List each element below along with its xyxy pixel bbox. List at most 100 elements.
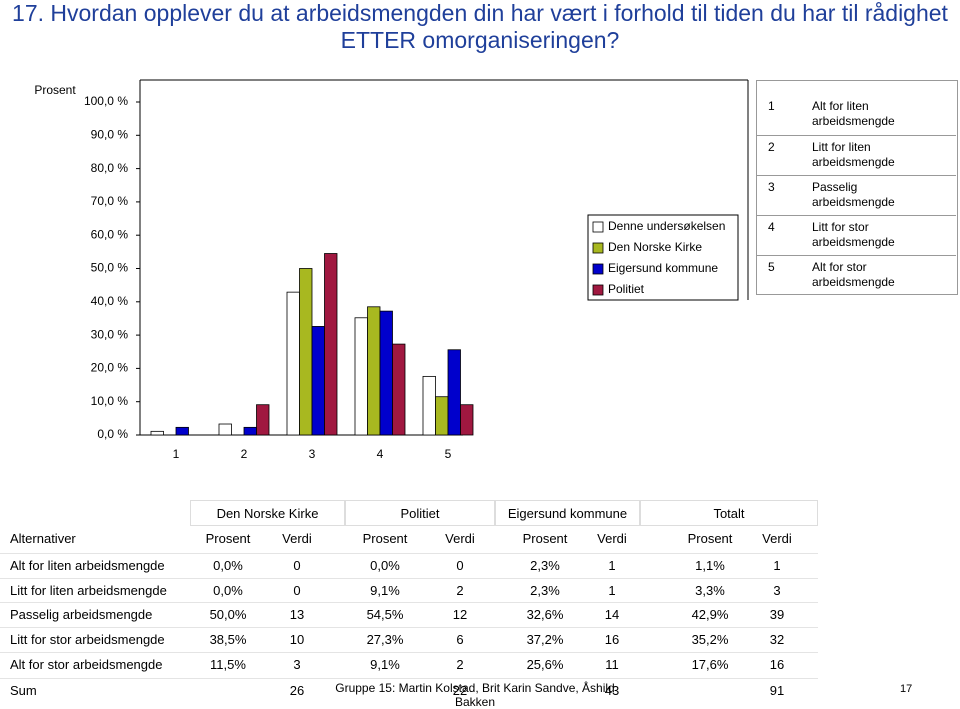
- y-tick-label: 100,0 %: [84, 94, 128, 108]
- table-cell: 50,0%: [209, 607, 247, 622]
- category-legend-frame: [756, 80, 958, 295]
- table-cell: 91: [769, 683, 785, 698]
- table-cell: 3,3%: [695, 583, 725, 598]
- bar: [367, 306, 381, 436]
- bar: [354, 317, 368, 436]
- legend-box: [587, 214, 739, 301]
- table-cell: 0,0%: [370, 558, 400, 573]
- table-cell: Litt for stor arbeidsmengde: [10, 632, 165, 647]
- table-cell: 0,0%: [213, 558, 243, 573]
- row-divider: [0, 578, 818, 579]
- table-cell: 35,2%: [691, 632, 729, 647]
- bar: [150, 430, 164, 436]
- row-divider: [0, 553, 818, 554]
- category-label: Litt for liten arbeidsmengde: [812, 140, 895, 169]
- table-cell: 2,3%: [530, 558, 560, 573]
- row-divider: [0, 602, 818, 603]
- table-cell: 39: [769, 607, 785, 622]
- x-tick-label: 2: [241, 447, 248, 461]
- bar: [311, 326, 325, 436]
- bar: [324, 253, 338, 436]
- table-cell: 6: [456, 632, 464, 647]
- table-cell: 11,5%: [210, 657, 246, 672]
- footer-credit: Gruppe 15: Martin Kolstad, Brit Karin Sa…: [335, 681, 615, 709]
- y-tick-label: 90,0 %: [91, 127, 129, 141]
- table-group-header: Politiet: [345, 500, 495, 526]
- legend-swatch: [592, 284, 604, 296]
- row-divider: [0, 627, 818, 628]
- bar: [175, 426, 189, 436]
- y-axis-title: Prosent: [34, 83, 76, 97]
- table-cell: 43: [604, 683, 620, 698]
- column-header: Alternativer: [10, 531, 76, 546]
- table-cell: 11: [605, 657, 619, 672]
- x-tick-label: 3: [309, 447, 316, 461]
- column-header: Verdi: [597, 531, 627, 546]
- category-legend-row: 4 Litt for stor arbeidsmengde: [756, 215, 956, 255]
- table-cell: 0,0%: [213, 583, 243, 598]
- legend-swatch: [592, 263, 604, 275]
- category-number: 2: [768, 140, 775, 154]
- y-tick-label: 20,0 %: [91, 361, 129, 375]
- table-cell: 0: [456, 558, 464, 573]
- table-cell: 2: [456, 657, 464, 672]
- bar: [299, 268, 313, 436]
- table-cell: Litt for liten arbeidsmengde: [10, 583, 167, 598]
- legend-label: Denne undersøkelsen: [608, 219, 725, 233]
- table-cell: 32: [769, 632, 785, 647]
- table-cell: 42,9%: [691, 607, 729, 622]
- table-cell: 14: [604, 607, 620, 622]
- category-label: Litt for stor arbeidsmengde: [812, 220, 895, 249]
- category-number: 3: [768, 180, 775, 194]
- row-divider: [0, 652, 818, 653]
- legend-label: Eigersund kommune: [608, 261, 718, 275]
- table-cell: 1: [773, 558, 781, 573]
- category-label: Alt for stor arbeidsmengde: [812, 260, 895, 289]
- table-cell: 1: [608, 558, 616, 573]
- table-cell: 9,1%: [370, 583, 400, 598]
- bar: [218, 423, 232, 436]
- bar: [422, 375, 436, 436]
- category-number: 4: [768, 220, 775, 234]
- table-cell: 16: [769, 657, 785, 672]
- slide-title: 17. Hvordan opplever du at arbeidsmengde…: [12, 0, 948, 53]
- table-cell: 1,1%: [695, 558, 725, 573]
- table-cell: 17,6%: [691, 657, 729, 672]
- category-legend-row: 2 Litt for liten arbeidsmengde: [756, 135, 956, 175]
- column-header: Prosent: [522, 531, 568, 546]
- category-legend-row: 1 Alt for liten arbeidsmengde: [756, 95, 956, 135]
- bar: [256, 404, 270, 436]
- legend-swatch: [592, 242, 604, 254]
- bar: [379, 310, 393, 436]
- category-label: Passelig arbeidsmengde: [812, 180, 895, 209]
- category-label: Alt for liten arbeidsmengde: [812, 99, 895, 128]
- table-cell: 1: [608, 583, 616, 598]
- y-tick-label: 40,0 %: [91, 294, 129, 308]
- legend-swatch: [592, 221, 604, 233]
- chart: Prosent 0,0 % 10,0 % 20,0 % 30,0 % 40,0 % 50,…: [34, 79, 749, 461]
- table-cell: 25,6%: [526, 657, 564, 672]
- table-cell: 12: [452, 607, 468, 622]
- bar: [435, 396, 449, 436]
- table-group-header: Eigersund kommune: [495, 500, 640, 526]
- row-divider: [0, 678, 818, 679]
- y-tick-label: 0,0 %: [97, 427, 128, 441]
- bar: [286, 291, 300, 436]
- x-tick-label: 1: [173, 447, 180, 461]
- table-cell: 27,3%: [366, 632, 404, 647]
- page-number: 17: [900, 683, 913, 695]
- bar: [392, 343, 406, 436]
- category-legend-row: 5 Alt for stor arbeidsmengde: [756, 255, 956, 295]
- column-header: Verdi: [282, 531, 312, 546]
- category-legend-row: 3 Passelig arbeidsmengde: [756, 175, 956, 215]
- table-cell: 2,3%: [530, 583, 560, 598]
- table-cell: Passelig arbeidsmengde: [10, 607, 153, 622]
- bar: [447, 349, 461, 436]
- y-tick-label: 30,0 %: [91, 327, 129, 341]
- column-header: Verdi: [762, 531, 792, 546]
- table-cell: 32,6%: [526, 607, 564, 622]
- bar: [243, 426, 257, 436]
- table-cell: 3: [773, 583, 781, 598]
- legend-label: Politiet: [608, 282, 645, 296]
